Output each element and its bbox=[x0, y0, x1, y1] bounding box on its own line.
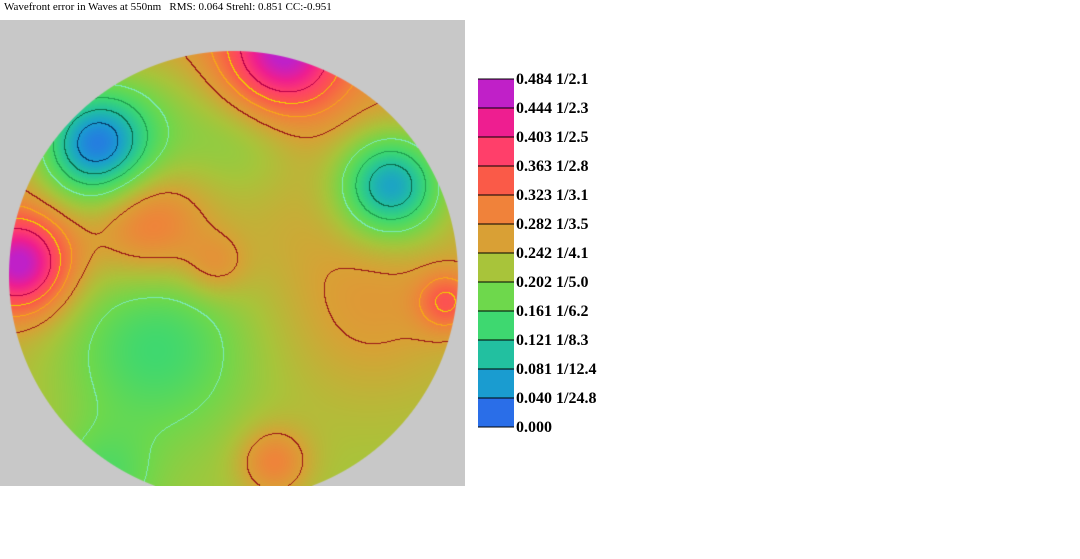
legend-label: 0.000 bbox=[516, 419, 552, 436]
legend-label: 0.363 1/2.8 bbox=[516, 158, 588, 175]
color-legend: 0.484 1/2.1 0.444 1/2.3 0.403 1/2.5 0.363 1… bbox=[478, 71, 596, 436]
legend-swatch bbox=[478, 224, 514, 253]
legend-swatch bbox=[478, 108, 514, 137]
legend-label: 0.323 1/3.1 bbox=[516, 187, 588, 204]
legend-label: 0.282 1/3.5 bbox=[516, 216, 588, 233]
wavefront-map bbox=[0, 20, 465, 486]
legend-swatch bbox=[478, 253, 514, 282]
legend-label: 0.242 1/4.1 bbox=[516, 245, 588, 262]
legend-swatch bbox=[478, 369, 514, 398]
legend-label: 0.202 1/5.0 bbox=[516, 274, 588, 291]
legend-label: 0.484 1/2.1 bbox=[516, 71, 588, 88]
plot-header: Wavefront error in Waves at 550nm RMS: 0… bbox=[4, 1, 332, 13]
legend-swatch bbox=[478, 311, 514, 340]
legend-label: 0.040 1/24.8 bbox=[516, 390, 596, 407]
legend-label: 0.081 1/12.4 bbox=[516, 361, 596, 378]
wavefront-heatmap bbox=[0, 20, 465, 486]
plot-title: Wavefront error in Waves at 550nm bbox=[4, 1, 162, 13]
legend-label: 0.444 1/2.3 bbox=[516, 100, 588, 117]
legend-swatch bbox=[478, 79, 514, 108]
legend-swatch bbox=[478, 340, 514, 369]
legend-swatch bbox=[478, 166, 514, 195]
legend-label: 0.403 1/2.5 bbox=[516, 129, 588, 146]
legend-swatch bbox=[478, 282, 514, 311]
legend-swatch bbox=[478, 195, 514, 224]
legend-swatch bbox=[478, 398, 514, 427]
legend-label: 0.121 1/8.3 bbox=[516, 332, 588, 349]
legend-swatch bbox=[478, 137, 514, 166]
plot-stats: RMS: 0.064 Strehl: 0.851 CC:-0.951 bbox=[169, 1, 332, 13]
legend-label: 0.161 1/6.2 bbox=[516, 303, 588, 320]
